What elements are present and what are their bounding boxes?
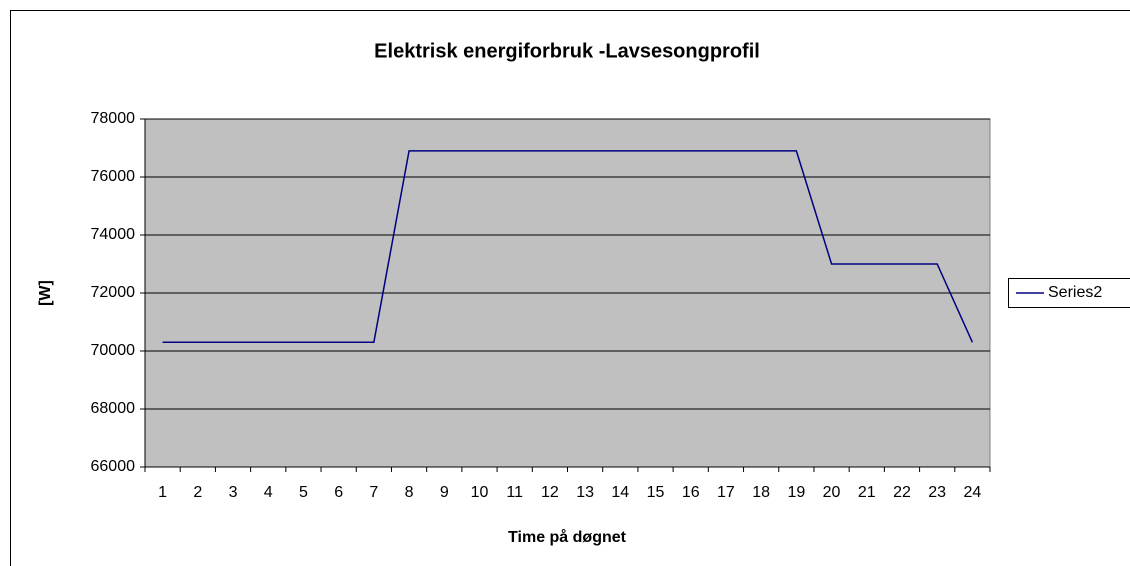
y-tick-label: 76000	[91, 168, 136, 185]
x-tick-label: 2	[193, 484, 202, 501]
y-tick-label: 68000	[91, 400, 136, 417]
x-tick-label: 17	[717, 484, 735, 501]
chart-title: Elektrisk energiforbruk -Lavsesongprofil	[374, 40, 760, 62]
x-tick-label: 18	[752, 484, 770, 501]
x-tick-label: 16	[682, 484, 700, 501]
x-tick-label: 15	[647, 484, 665, 501]
x-tick-label: 23	[928, 484, 946, 501]
x-tick-label: 3	[229, 484, 238, 501]
x-tick-label: 19	[787, 484, 805, 501]
y-tick-label: 70000	[91, 342, 136, 359]
x-tick-label: 9	[440, 484, 449, 501]
x-tick-label: 6	[334, 484, 343, 501]
x-tick-label: 1	[158, 484, 167, 501]
x-tick-label: 22	[893, 484, 911, 501]
series-line	[162, 150, 974, 344]
y-tick-label: 74000	[91, 226, 136, 243]
x-tick-label: 24	[963, 484, 981, 501]
x-tick-label: 11	[506, 484, 523, 501]
x-tick-label: 4	[264, 484, 273, 501]
y-axis-label: [W]	[37, 280, 54, 306]
y-tick-label: 78000	[91, 110, 136, 127]
x-tick-label: 12	[541, 484, 559, 501]
x-axis-label: Time på døgnet	[508, 528, 627, 546]
legend-label: Series2	[1048, 284, 1102, 301]
x-tick-label: 7	[369, 484, 378, 501]
x-tick-label: 5	[299, 484, 308, 501]
x-tick-label: 13	[576, 484, 594, 501]
x-tick-label: 20	[823, 484, 841, 501]
y-tick-label: 66000	[91, 458, 136, 475]
x-tick-label: 10	[471, 484, 489, 501]
x-tick-label: 14	[611, 484, 629, 501]
x-tick-label: 8	[405, 484, 414, 501]
y-tick-label: 72000	[91, 284, 136, 301]
x-tick-label: 21	[858, 484, 876, 501]
